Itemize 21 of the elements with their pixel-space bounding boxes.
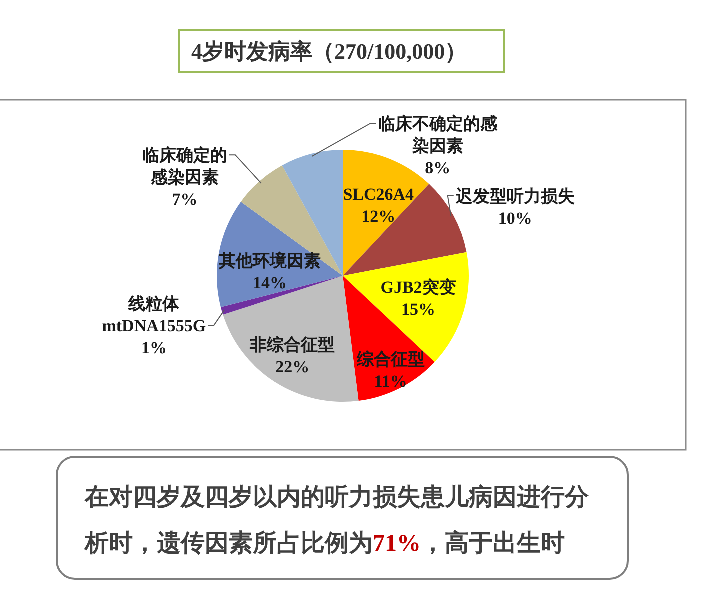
data-label: 1% — [141, 338, 167, 358]
pie-slice — [220, 276, 343, 315]
slice-label: GJB2突变 — [380, 278, 456, 297]
data-label: 22% — [276, 357, 310, 376]
slice-label: 临床确定的感染因素 — [142, 146, 228, 188]
slice-label: 非综合征型 — [249, 335, 336, 354]
data-label: 14% — [253, 274, 288, 293]
slice-label: 线粒体 mtDNA1555G — [102, 294, 206, 336]
slice-label: 迟发型听力损失 — [454, 186, 575, 206]
data-label: 8% — [425, 158, 451, 178]
data-label: 12% — [362, 207, 396, 226]
data-label: 10% — [498, 208, 532, 228]
slice-label: 其他环境因素 — [218, 252, 322, 271]
data-label: 11% — [374, 372, 408, 391]
chart-title: 4岁时发病率（270/100,000） — [192, 39, 468, 64]
text: 在对四岁及四岁以内的听力损失患儿病因进行分析时，遗传因素所占比例为71%，高于出生时 — [84, 484, 590, 557]
slice-label: SLC26A4 — [343, 185, 415, 204]
data-label: 7% — [172, 190, 198, 210]
slice-label: 临床不确定的感染因素 — [378, 114, 498, 156]
data-label: 15% — [402, 300, 436, 319]
slice-label: 综合征型 — [356, 350, 425, 369]
